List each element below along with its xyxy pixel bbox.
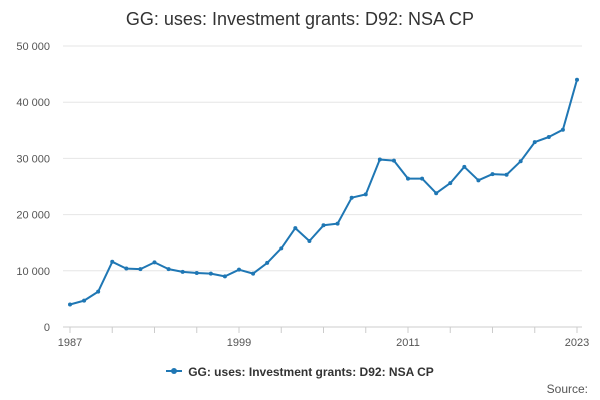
gridlines xyxy=(63,45,582,272)
data-point[interactable] xyxy=(363,192,368,197)
data-point[interactable] xyxy=(406,176,410,181)
data-point[interactable] xyxy=(490,172,495,177)
y-tick-label: 50 000 xyxy=(16,41,50,53)
data-point[interactable] xyxy=(546,135,551,140)
data-point[interactable] xyxy=(560,127,565,132)
x-tick-label: 1987 xyxy=(58,337,82,349)
legend-label: GG: uses: Investment grants: D92: NSA CP xyxy=(188,365,434,379)
y-tick-label: 0 xyxy=(44,322,50,334)
data-point[interactable] xyxy=(96,289,101,294)
y-tick-label: 40 000 xyxy=(16,97,50,109)
data-point[interactable] xyxy=(307,239,312,244)
y-tick-label: 10 000 xyxy=(16,266,50,278)
data-point[interactable] xyxy=(251,271,256,276)
data-point[interactable] xyxy=(335,221,340,226)
data-point[interactable] xyxy=(349,195,354,200)
legend[interactable]: GG: uses: Investment grants: D92: NSA CP xyxy=(0,365,600,379)
data-point[interactable] xyxy=(279,246,284,251)
data-point[interactable] xyxy=(532,140,537,145)
chart-title: GG: uses: Investment grants: D92: NSA CP xyxy=(125,9,475,29)
data-point[interactable] xyxy=(152,260,157,265)
data-point[interactable] xyxy=(180,269,185,274)
data-point[interactable] xyxy=(68,302,72,307)
data-point[interactable] xyxy=(237,267,241,272)
data-point[interactable] xyxy=(265,260,270,265)
y-tick-label: 20 000 xyxy=(16,210,50,222)
data-point[interactable] xyxy=(208,271,213,276)
data-point[interactable] xyxy=(321,223,326,228)
x-axis: 1987 1999 2011 2023 xyxy=(58,326,589,349)
x-tick-label: 2023 xyxy=(565,337,589,349)
data-point[interactable] xyxy=(448,181,453,186)
x-tick-label: 2011 xyxy=(396,337,420,349)
data-point[interactable] xyxy=(518,159,523,164)
data-point[interactable] xyxy=(377,157,382,162)
x-tick-label: 1999 xyxy=(227,337,251,349)
data-point[interactable] xyxy=(124,266,129,271)
data-point[interactable] xyxy=(166,267,171,272)
data-point[interactable] xyxy=(462,164,467,169)
data-point[interactable] xyxy=(293,226,298,231)
series-layer xyxy=(68,77,579,307)
data-point[interactable] xyxy=(110,259,115,264)
y-tick-label: 30 000 xyxy=(16,153,50,165)
legend-swatch xyxy=(166,367,183,374)
data-point[interactable] xyxy=(82,298,87,303)
data-point[interactable] xyxy=(391,158,396,163)
source-label: Source: xyxy=(546,382,588,396)
data-point[interactable] xyxy=(194,271,199,276)
y-axis-ticks: 0 10 000 20 000 30 000 40 000 50 000 xyxy=(16,41,50,334)
data-point[interactable] xyxy=(476,178,481,183)
data-point[interactable] xyxy=(434,191,439,196)
data-point[interactable] xyxy=(575,77,579,82)
data-point[interactable] xyxy=(222,274,227,279)
data-point[interactable] xyxy=(420,176,425,181)
data-point[interactable] xyxy=(504,172,509,177)
data-point[interactable] xyxy=(138,267,143,272)
